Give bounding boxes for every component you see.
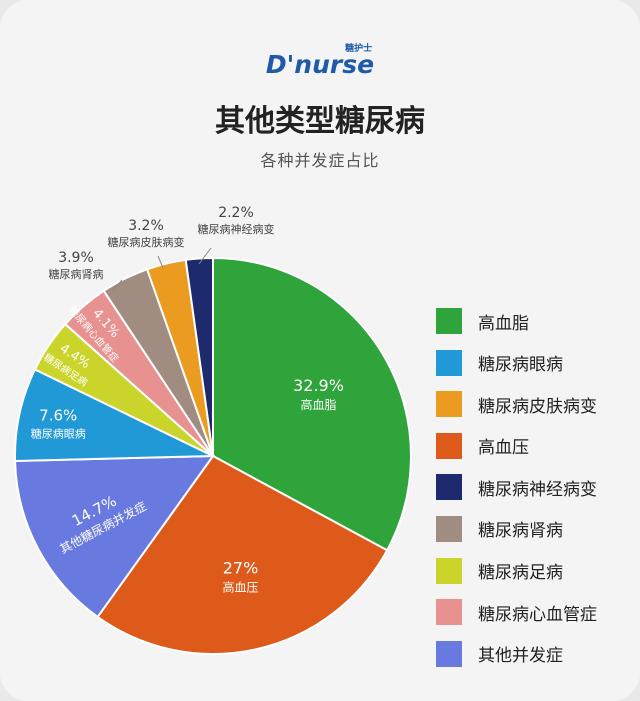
chart-subtitle: 各种并发症占比 <box>260 151 380 170</box>
legend-swatch <box>436 599 462 626</box>
pie-slice <box>96 454 389 655</box>
slice-name-label: 糖尿病肾病 <box>49 267 104 281</box>
slice-value-label: 3.9% <box>58 250 94 266</box>
legend-swatch <box>436 349 462 376</box>
pie-slice <box>14 454 215 619</box>
slice-value-label: 3.2% <box>128 218 164 234</box>
legend-label: 糖尿病肾病 <box>478 521 563 542</box>
slice-label: 32.9% 高血脂 <box>293 376 344 412</box>
pie-slice <box>184 256 214 457</box>
legend-swatch <box>436 515 462 542</box>
legend-swatch <box>436 308 462 334</box>
legend-label: 糖尿病心血管症 <box>478 604 597 625</box>
slice-name-label: 高血压 <box>222 580 258 595</box>
legend-label: 糖尿病皮肤病变 <box>478 396 597 417</box>
legend-swatch <box>436 432 462 459</box>
legend-label: 高血压 <box>478 438 529 459</box>
legend-label: 糖尿病神经病变 <box>478 479 597 500</box>
chart-title: 其他类型糖尿病 <box>215 104 425 139</box>
slice-value-label: 27% <box>223 559 259 578</box>
legend-label: 糖尿病足病 <box>478 563 563 584</box>
legend-label: 高血脂 <box>478 313 529 334</box>
logo-text: D'nurse <box>265 50 375 79</box>
leader-line <box>198 247 212 265</box>
legend-item: 糖尿病眼病 <box>436 349 597 376</box>
legend-item: 糖尿病足病 <box>436 557 597 584</box>
leader-line <box>157 255 164 269</box>
legend-label: 其他并发症 <box>478 646 563 667</box>
pie-slice <box>212 256 412 552</box>
legend-swatch <box>436 640 462 667</box>
legend-item: 糖尿病神经病变 <box>436 474 597 501</box>
slice-name-label: 高血脂 <box>300 397 336 412</box>
legend-item: 高血脂 <box>436 308 597 334</box>
chart-legend: 高血脂糖尿病眼病糖尿病皮肤病变 高血压糖尿病神经病变 糖尿病肾病糖尿病足病糖尿病心血… <box>436 308 597 682</box>
logo-subtext: 糖护士 <box>345 44 373 54</box>
slice-value-label: 7.6% <box>39 406 77 424</box>
slice-label: 7.6% 糖尿病眼病 <box>31 406 86 440</box>
legend-label: 糖尿病眼病 <box>478 355 563 376</box>
legend-swatch <box>436 474 462 501</box>
legend-swatch <box>436 557 462 584</box>
leader-line <box>112 279 123 291</box>
slice-name-label: 糖尿病神经病变 <box>198 222 275 236</box>
slice-label: 27% 高血压 <box>222 559 258 595</box>
slice-value-label: 32.9% <box>293 376 344 395</box>
legend-item: 其他并发症 <box>436 640 597 667</box>
slice-name-label: 糖尿病皮肤病变 <box>108 235 185 249</box>
slice-value-label: 2.2% <box>218 205 254 221</box>
brand-logo: D'nurse 糖护士 <box>0 44 640 79</box>
legend-item: 高血压 <box>436 432 597 459</box>
legend-item: 糖尿病肾病 <box>436 515 597 542</box>
pie-slice <box>14 368 214 463</box>
slice-name-label: 糖尿病眼病 <box>31 426 86 440</box>
legend-swatch <box>436 391 462 418</box>
legend-item: 糖尿病心血管症 <box>436 599 597 626</box>
legend-item: 糖尿病皮肤病变 <box>436 391 597 418</box>
